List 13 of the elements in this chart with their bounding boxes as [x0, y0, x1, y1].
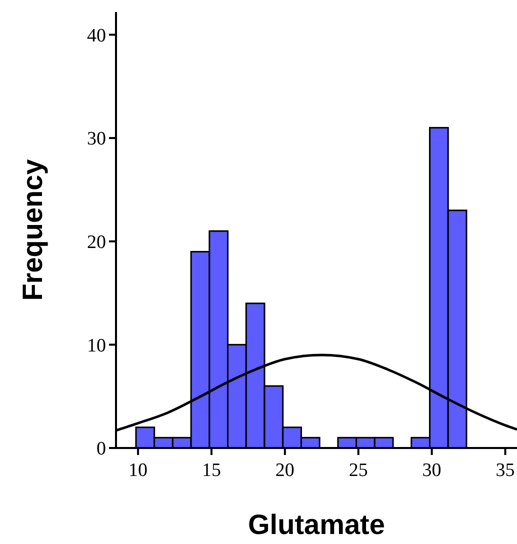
x-tick-label: 20 — [275, 460, 294, 481]
x-axis-title: Glutamate — [248, 509, 385, 540]
x-tick-label: 15 — [202, 460, 221, 481]
x-tick-label: 35 — [496, 460, 515, 481]
y-axis-title: Frequency — [17, 158, 48, 301]
x-tick-label: 10 — [128, 460, 148, 481]
y-tick-label: 0 — [96, 438, 106, 460]
y-tick-label: 30 — [87, 128, 106, 150]
x-tick-label: 30 — [422, 460, 442, 481]
y-tick-label: 20 — [87, 232, 106, 254]
x-tick-label: 25 — [348, 460, 368, 481]
y-tick-label: 10 — [87, 335, 106, 356]
y-tick-label: 40 — [87, 25, 106, 46]
